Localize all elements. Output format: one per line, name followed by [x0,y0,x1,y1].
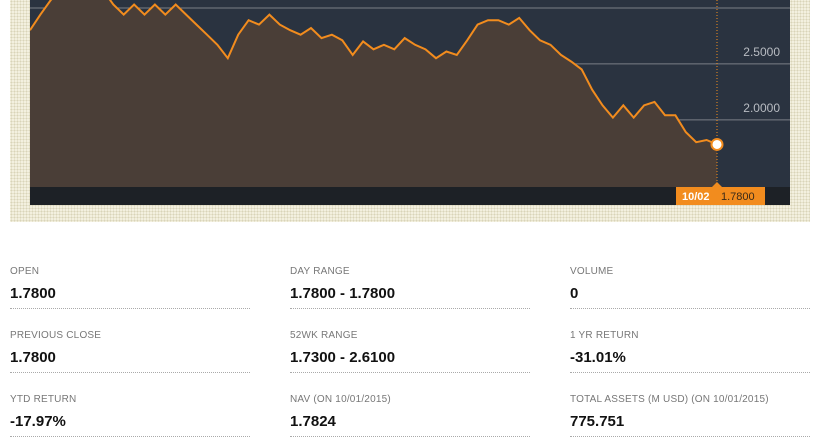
y-tick-label: 2.5000 [743,45,780,59]
stat-value: 775.751 [570,413,810,437]
stat: VOLUME 0 [570,266,810,309]
tooltip-arrow [712,182,722,187]
date-strip [30,187,790,205]
stat: 1 YR RETURN -31.01% [570,330,810,373]
tooltip-date: 10/02 [682,191,710,203]
stat-value: 1.7800 - 1.7800 [290,285,530,309]
stat-value: -17.97% [10,413,250,437]
stat-label: 52WK RANGE [290,330,358,341]
stat-label: DAY RANGE [290,266,350,277]
stat: DAY RANGE 1.7800 - 1.7800 [290,266,530,309]
tooltip-value: 1.7800 [721,191,755,203]
area [30,0,717,187]
tooltip [676,187,765,205]
stat-label: OPEN [10,266,40,277]
stat-label: 1 YR RETURN [570,330,639,341]
stat: OPEN 1.7800 [10,266,250,309]
current-point [710,137,724,151]
stat-value: 1.7800 [10,349,250,373]
stat: TOTAL ASSETS (M USD) (ON 10/01/2015) 775.… [570,394,810,437]
stat-label: TOTAL ASSETS (M USD) (ON 10/01/2015) [570,394,769,405]
series [30,0,718,187]
stat: NAV (ON 10/01/2015) 1.7824 [290,394,530,437]
stat-value: 1.7824 [290,413,530,437]
chart: 2.5000 2.0000 10/02 1.7800 [30,0,790,205]
stat-label: NAV (ON 10/01/2015) [290,394,391,405]
stat-value: 1.7800 [10,285,250,309]
stat: 52WK RANGE 1.7300 - 2.6100 [290,330,530,373]
stat-value: -31.01% [570,349,810,373]
stat: PREVIOUS CLOSE 1.7800 [10,330,250,373]
stat-value: 1.7300 - 2.6100 [290,349,530,373]
stat-value: 0 [570,285,810,309]
line [30,0,718,146]
stat-label: PREVIOUS CLOSE [10,330,102,341]
y-tick-label: 2.0000 [743,101,780,115]
stat-label: VOLUME [570,266,614,277]
stat-label: YTD RETURN [10,394,77,405]
stat: YTD RETURN -17.97% [10,394,250,437]
